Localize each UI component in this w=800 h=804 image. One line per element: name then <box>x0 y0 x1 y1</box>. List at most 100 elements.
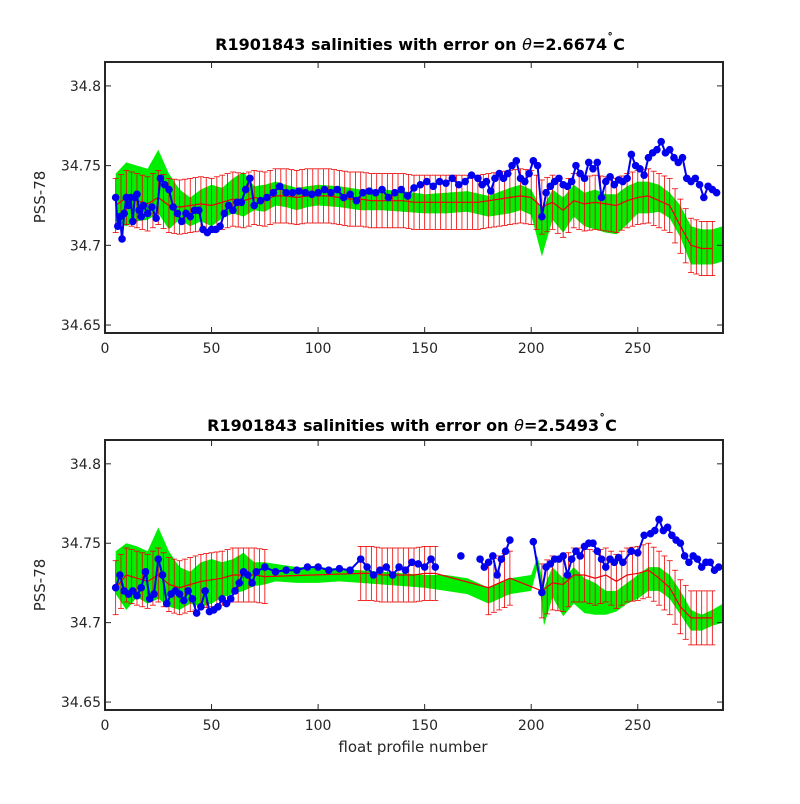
bottom-float-point <box>292 566 301 575</box>
top-float-point <box>416 180 425 189</box>
bottom-float-point <box>597 555 606 563</box>
top-float-point <box>461 177 469 186</box>
bottom-float-point <box>137 583 146 592</box>
bottom-error-bars <box>112 542 716 646</box>
top-float-point <box>397 185 406 194</box>
top-float-point <box>133 190 141 199</box>
top-float-point <box>307 190 316 199</box>
top-float-point <box>429 182 437 191</box>
top-float-point <box>486 187 495 195</box>
bottom-float-point <box>346 566 354 575</box>
top-float-point <box>555 174 563 183</box>
bottom-float-point <box>593 547 602 555</box>
bottom-float-point <box>335 564 344 573</box>
bottom-error-mean-line <box>115 569 713 619</box>
bottom-float-point <box>506 536 514 544</box>
bottom-float-point <box>252 568 261 576</box>
top-float-point <box>606 172 614 181</box>
top-float-point <box>474 174 482 183</box>
bottom-float-point <box>589 539 597 548</box>
top-float-point <box>572 161 580 170</box>
top-float-point <box>422 177 431 186</box>
bottom-float-point <box>401 566 410 575</box>
top-float-point <box>410 184 418 192</box>
top-float-point <box>442 179 450 187</box>
top-float-point <box>657 137 665 146</box>
top-float-point <box>148 203 156 211</box>
bottom-float-point <box>685 558 693 567</box>
bottom-float-point <box>567 555 576 563</box>
bottom-xtick-label: 200 <box>518 718 545 734</box>
chart-top: R1901843 salinities with error on θ=2.66… <box>31 31 724 357</box>
top-float-point <box>165 185 173 194</box>
top-xtick-label: 200 <box>518 341 545 357</box>
top-float-point <box>143 209 152 218</box>
bottom-float-point <box>563 571 572 579</box>
chart-top-ylabel: PSS-78 <box>31 171 49 224</box>
top-float-point <box>320 185 329 194</box>
top-ytick-label: 34.8 <box>70 79 101 95</box>
bottom-float-point <box>235 579 244 587</box>
bottom-float-point <box>158 571 167 579</box>
top-float-point <box>653 145 661 154</box>
top-float-point <box>467 171 476 179</box>
top-float-point <box>454 180 463 189</box>
bottom-float-point <box>408 558 416 567</box>
top-float-point <box>269 188 278 197</box>
bottom-float-point <box>497 555 506 563</box>
top-float-point <box>448 174 457 183</box>
bottom-float-point <box>493 571 501 579</box>
top-float-point <box>186 212 195 221</box>
top-float-point <box>542 188 550 197</box>
top-float-point <box>533 161 542 170</box>
top-float-point <box>137 212 146 221</box>
bottom-float-point <box>376 566 384 575</box>
bottom-xtick-label: 0 <box>101 718 110 734</box>
bottom-float-point <box>243 571 252 579</box>
bottom-float-point <box>180 596 188 605</box>
top-float-point <box>156 174 165 183</box>
bottom-ytick-label: 34.7 <box>70 616 101 632</box>
top-float-point <box>339 193 348 202</box>
top-float-point <box>229 206 237 215</box>
top-float-point <box>403 192 412 200</box>
top-xtick-label: 250 <box>624 341 651 357</box>
top-float-point <box>288 188 297 197</box>
bottom-axes-box <box>104 439 724 711</box>
top-float-point <box>521 177 529 186</box>
top-axes-box <box>104 61 724 334</box>
top-ytick-label: 34.75 <box>61 159 101 175</box>
top-float-point <box>512 157 521 165</box>
top-float-point <box>173 209 182 218</box>
top-float-point <box>333 185 342 194</box>
top-error-mean-line <box>115 195 713 250</box>
bottom-float-point <box>538 588 546 597</box>
bottom-float-point <box>303 563 312 571</box>
bottom-float-point <box>655 515 663 524</box>
chart-bottom-title: R1901843 salinities with error on θ=2.54… <box>207 412 617 435</box>
top-xtick-label: 100 <box>305 341 332 357</box>
bottom-xtick-label: 100 <box>305 718 332 734</box>
top-float-point <box>169 203 177 211</box>
top-float-point <box>391 188 399 197</box>
bottom-float-point <box>163 599 171 608</box>
top-float-point <box>371 188 380 197</box>
top-float-point <box>365 187 374 195</box>
top-float-point <box>636 165 644 173</box>
bottom-float-point <box>427 555 435 563</box>
bottom-float-point <box>457 552 465 560</box>
top-float-point <box>695 180 704 189</box>
top-float-point <box>220 209 229 218</box>
bottom-float-point <box>214 602 222 611</box>
top-float-point <box>623 174 631 183</box>
bottom-float-point <box>663 523 672 532</box>
top-float-point <box>256 196 265 205</box>
bottom-float-point <box>154 555 163 563</box>
top-float-point <box>282 188 290 197</box>
bottom-float-point <box>261 563 269 571</box>
top-float-point <box>118 235 126 243</box>
bottom-ytick-label: 34.65 <box>61 695 101 711</box>
top-float-point <box>216 222 224 230</box>
top-float-point <box>435 177 444 186</box>
